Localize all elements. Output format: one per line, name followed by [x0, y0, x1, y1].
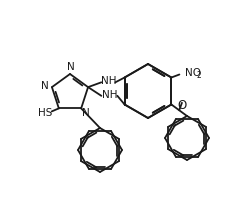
Text: N: N — [67, 62, 74, 72]
Text: HS: HS — [37, 108, 52, 118]
Text: N: N — [82, 108, 90, 118]
Text: NH: NH — [100, 76, 116, 86]
Text: 2: 2 — [195, 71, 200, 80]
Text: O: O — [177, 99, 186, 112]
Text: NH: NH — [101, 90, 117, 100]
Text: NO: NO — [185, 69, 200, 78]
Text: N: N — [41, 81, 49, 91]
